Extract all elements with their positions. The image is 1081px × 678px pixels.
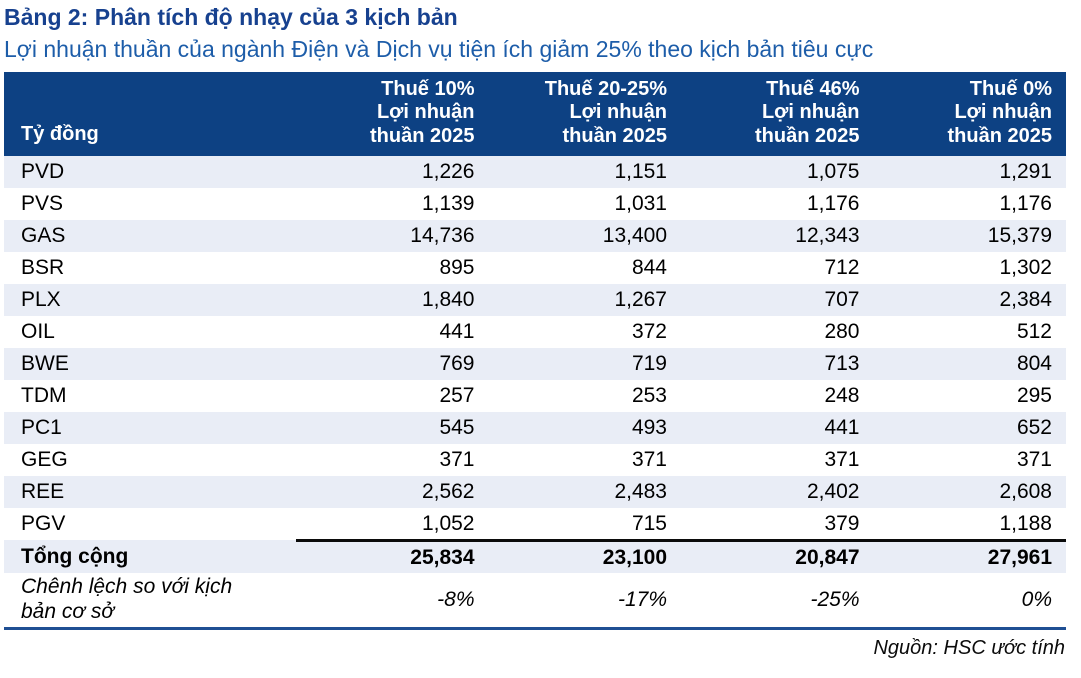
value-cell: 253 xyxy=(631,384,667,408)
ticker-cell: GEG xyxy=(21,448,68,472)
report-page: Bảng 2: Phân tích độ nhạy của 3 kịch bản… xyxy=(4,4,1066,659)
table-row: PVS 1,139 1,031 1,176 1,176 xyxy=(4,188,1066,220)
delta-value: -8% xyxy=(296,573,489,630)
table-row: GEG 371 371 371 371 xyxy=(4,444,1066,476)
delta-value: 0% xyxy=(873,573,1066,630)
value-cell: 493 xyxy=(631,416,667,440)
unit-label: Tỷ đồng xyxy=(4,71,296,157)
value-cell: 2,384 xyxy=(999,288,1052,312)
value-cell: 2,562 xyxy=(421,480,475,504)
value-cell: 844 xyxy=(631,256,667,280)
value-cell: 1,176 xyxy=(806,192,860,216)
col-header-tax-0: Thuế 0% Lợi nhuận thuần 2025 xyxy=(873,71,1066,157)
table-row: PC1 545 493 441 652 xyxy=(4,412,1066,445)
value-cell: 715 xyxy=(631,511,667,535)
value-cell: 371 xyxy=(824,448,860,472)
ticker-cell: PLX xyxy=(21,288,61,312)
value-cell: 248 xyxy=(824,384,860,408)
delta-value: -25% xyxy=(681,573,874,630)
table-row: PLX 1,840 1,267 707 2,384 xyxy=(4,284,1066,317)
table-row: BSR 895 844 712 1,302 xyxy=(4,252,1066,284)
value-cell: 441 xyxy=(824,416,860,440)
value-cell: 2,608 xyxy=(999,480,1052,504)
table-row: OIL 441 372 280 512 xyxy=(4,316,1066,348)
delta-row: Chênh lệch so với kịch bản cơ sở -8% -17… xyxy=(4,573,1066,630)
table-row: PVD 1,226 1,151 1,075 1,291 xyxy=(4,156,1066,189)
table-title: Bảng 2: Phân tích độ nhạy của 3 kịch bản xyxy=(4,4,458,30)
col-header-tax-46: Thuế 46% Lợi nhuận thuần 2025 xyxy=(681,71,874,157)
total-value: 23,100 xyxy=(488,538,681,574)
value-cell: 512 xyxy=(1016,320,1052,344)
value-cell: 895 xyxy=(439,256,475,280)
value-cell: 1,176 xyxy=(999,192,1052,216)
value-cell: 1,267 xyxy=(614,288,667,312)
value-cell: 441 xyxy=(439,320,475,344)
value-cell: 1,075 xyxy=(806,160,860,184)
value-cell: 1,151 xyxy=(614,160,667,184)
table-row: BWE 769 719 713 804 xyxy=(4,348,1066,381)
value-cell: 1,840 xyxy=(421,288,475,312)
col-header-tax-20-25: Thuế 20-25% Lợi nhuận thuần 2025 xyxy=(488,71,681,157)
value-cell: 14,736 xyxy=(410,224,475,248)
value-cell: 707 xyxy=(824,288,860,312)
delta-value: -17% xyxy=(488,573,681,630)
value-cell: 652 xyxy=(1016,416,1052,440)
value-cell: 719 xyxy=(631,352,667,376)
value-cell: 1,302 xyxy=(999,256,1052,280)
ticker-cell: REE xyxy=(21,480,65,504)
source-note: Nguồn: HSC ước tính xyxy=(873,636,1065,659)
col-header-tax-10: Thuế 10% Lợi nhuận thuần 2025 xyxy=(296,71,489,157)
value-cell: 1,226 xyxy=(421,160,475,184)
value-cell: 1,052 xyxy=(421,511,475,535)
value-cell: 371 xyxy=(631,448,667,472)
value-cell: 13,400 xyxy=(602,224,667,248)
value-cell: 280 xyxy=(824,320,860,344)
total-value: 27,961 xyxy=(873,538,1066,574)
ticker-cell: OIL xyxy=(21,320,55,344)
ticker-cell: BSR xyxy=(21,256,65,280)
table-row: GAS 14,736 13,400 12,343 15,379 xyxy=(4,220,1066,253)
ticker-cell: TDM xyxy=(21,384,67,408)
table-row: REE 2,562 2,483 2,402 2,608 xyxy=(4,476,1066,509)
value-cell: 713 xyxy=(824,352,860,376)
table-body: PVD 1,226 1,151 1,075 1,291 PVS 1,139 1,031 1,17… xyxy=(4,156,1066,540)
value-cell: 15,379 xyxy=(987,224,1052,248)
delta-label: Chênh lệch so với kịch bản cơ sở xyxy=(4,573,296,630)
value-cell: 2,483 xyxy=(614,480,667,504)
value-cell: 769 xyxy=(439,352,475,376)
ticker-cell: PVS xyxy=(21,192,64,216)
value-cell: 371 xyxy=(439,448,475,472)
total-label: Tổng cộng xyxy=(21,544,129,568)
value-cell: 1,031 xyxy=(614,192,667,216)
table-row: TDM 257 253 248 295 xyxy=(4,380,1066,412)
ticker-cell: PVD xyxy=(21,160,65,184)
sensitivity-table: Tỷ đồng Thuế 10% Lợi nhuận thuần 2025 Th… xyxy=(4,71,1066,630)
value-cell: 371 xyxy=(1016,448,1052,472)
total-row: Tổng cộng 25,834 23,100 20,847 27,961 xyxy=(4,538,1066,574)
value-cell: 379 xyxy=(824,511,860,535)
value-cell: 12,343 xyxy=(795,224,860,248)
table-row: PGV 1,052 715 379 1,188 xyxy=(4,508,1066,540)
ticker-cell: GAS xyxy=(21,224,66,248)
value-cell: 257 xyxy=(439,384,475,408)
header-row: Tỷ đồng Thuế 10% Lợi nhuận thuần 2025 Th… xyxy=(4,71,1066,157)
table-subtitle: Lợi nhuận thuần của ngành Điện và Dịch v… xyxy=(4,36,874,63)
value-cell: 712 xyxy=(824,256,860,280)
value-cell: 804 xyxy=(1016,352,1052,376)
value-cell: 1,188 xyxy=(999,511,1052,535)
ticker-cell: BWE xyxy=(21,352,69,376)
value-cell: 545 xyxy=(439,416,475,440)
value-cell: 1,139 xyxy=(421,192,475,216)
value-cell: 1,291 xyxy=(999,160,1052,184)
total-value: 20,847 xyxy=(681,538,874,574)
value-cell: 295 xyxy=(1016,384,1052,408)
ticker-cell: PC1 xyxy=(21,416,62,440)
value-cell: 2,402 xyxy=(806,480,860,504)
total-value: 25,834 xyxy=(296,538,489,574)
ticker-cell: PGV xyxy=(21,512,66,536)
value-cell: 372 xyxy=(631,320,667,344)
